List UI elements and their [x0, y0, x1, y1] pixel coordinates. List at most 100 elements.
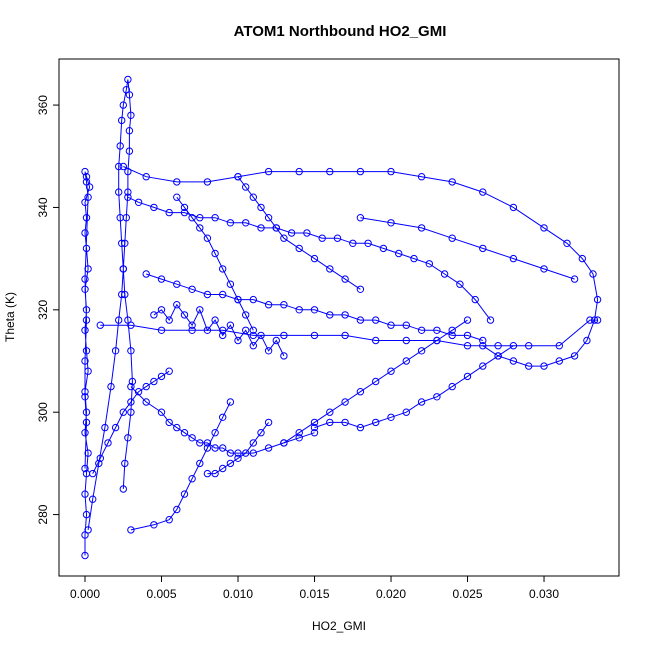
data-point	[341, 398, 349, 406]
data-point	[448, 331, 456, 340]
data-point	[96, 454, 105, 462]
data-point	[589, 270, 597, 278]
data-point	[157, 306, 166, 314]
data-point	[165, 418, 173, 427]
series-line	[360, 217, 575, 280]
data-point	[242, 449, 250, 457]
data-point	[356, 167, 365, 176]
data-point	[264, 214, 273, 222]
data-point	[84, 367, 92, 375]
data-point	[326, 311, 334, 319]
data-point	[81, 285, 89, 293]
data-point	[82, 214, 91, 222]
data-point	[471, 295, 479, 304]
data-point	[203, 444, 212, 452]
data-point	[509, 342, 518, 350]
data-point	[372, 316, 380, 324]
data-point	[372, 377, 380, 386]
data-point	[150, 521, 158, 529]
data-point	[417, 347, 426, 355]
data-point	[157, 408, 166, 416]
series-3	[119, 162, 602, 370]
data-point	[280, 352, 288, 360]
series-line	[314, 345, 514, 429]
data-point	[111, 423, 120, 432]
y-axis: 280 300 320 340 360	[36, 95, 59, 525]
data-point	[84, 526, 92, 534]
data-point	[356, 316, 365, 324]
data-point	[211, 249, 219, 258]
data-point	[81, 464, 89, 473]
data-point	[242, 326, 250, 334]
data-point	[326, 418, 334, 427]
x-axis-label: HO2_GMI	[312, 619, 366, 633]
data-point	[211, 469, 219, 478]
data-point	[211, 444, 219, 452]
data-point	[234, 454, 242, 462]
data-point	[150, 203, 158, 212]
data-point	[203, 326, 212, 334]
data-point	[425, 260, 433, 268]
data-point	[593, 295, 602, 304]
data-point	[82, 316, 91, 324]
plot-area	[81, 75, 602, 560]
data-point	[82, 418, 91, 427]
data-point	[219, 464, 227, 473]
data-point	[264, 301, 273, 309]
data-point	[82, 408, 91, 416]
data-point	[479, 362, 487, 370]
data-point	[196, 306, 204, 314]
data-point	[127, 321, 135, 329]
data-point	[249, 193, 258, 201]
data-point	[119, 265, 128, 273]
data-point	[196, 214, 204, 222]
data-point	[173, 280, 181, 288]
data-point	[387, 167, 395, 176]
data-point	[509, 357, 518, 365]
data-point	[127, 382, 135, 391]
data-point	[119, 408, 128, 416]
data-point	[134, 388, 143, 396]
data-point	[257, 331, 265, 340]
data-point	[124, 188, 132, 196]
data-point	[494, 352, 502, 360]
data-point	[226, 219, 235, 227]
data-point	[157, 275, 166, 283]
data-point	[280, 234, 288, 242]
data-point	[494, 342, 502, 350]
data-point	[272, 336, 280, 345]
data-point	[116, 142, 124, 150]
data-point	[310, 423, 319, 432]
data-point	[81, 326, 89, 334]
data-point	[372, 418, 380, 427]
data-point	[525, 342, 533, 350]
data-point	[349, 239, 357, 248]
data-point	[234, 449, 242, 457]
data-point	[387, 367, 395, 375]
data-point	[249, 331, 258, 340]
series-line	[127, 196, 491, 321]
data-point	[417, 398, 426, 406]
series-5	[142, 270, 487, 345]
data-point	[402, 408, 410, 416]
data-point	[234, 173, 242, 181]
chart-title: ATOM1 Northbound HO2_GMI	[234, 23, 447, 40]
plot-frame	[58, 58, 620, 577]
data-point	[124, 434, 132, 442]
data-point	[341, 275, 349, 283]
series-line	[100, 319, 598, 347]
data-point	[119, 101, 128, 109]
data-point	[127, 526, 135, 534]
data-point	[356, 285, 365, 293]
data-point	[310, 331, 319, 340]
data-point	[219, 326, 227, 334]
data-point	[81, 429, 89, 437]
data-point	[115, 316, 123, 324]
data-point	[555, 342, 563, 350]
data-point	[89, 469, 97, 478]
data-point	[433, 326, 441, 334]
data-point	[196, 459, 204, 468]
data-point	[121, 459, 129, 468]
data-point	[211, 214, 219, 222]
